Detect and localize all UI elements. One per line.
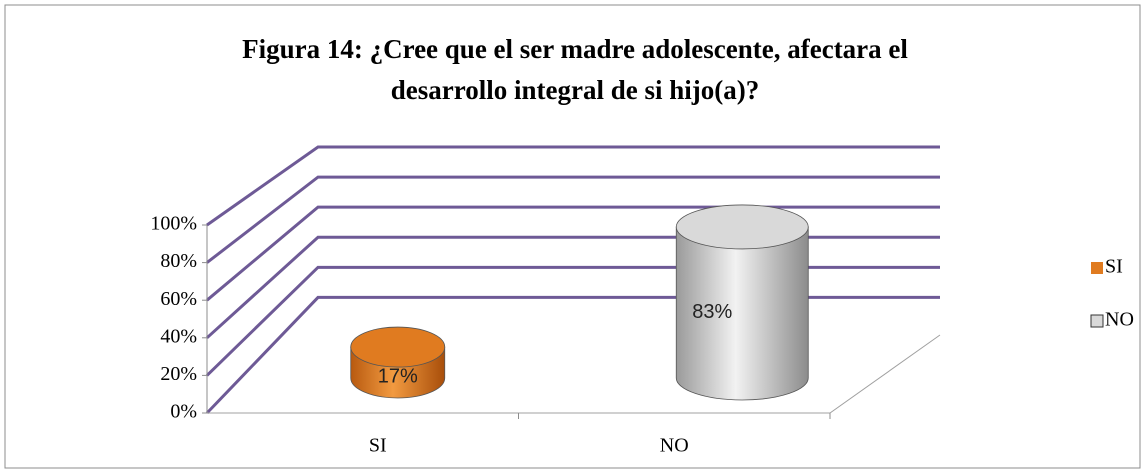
x-tick-label: NO [660,435,689,457]
chart-title: Figura 14: ¿Cree que el ser madre adoles… [242,34,908,64]
y-tick-label: 20% [160,363,197,385]
bar-top [675,204,809,250]
legend-label: SI [1105,256,1123,278]
y-tick-label: 40% [160,325,197,347]
bar-top [350,326,446,368]
legend-swatch [1091,262,1103,274]
x-tick-label: SI [369,435,387,457]
data-label: 83% [692,301,732,323]
data-label: 17% [378,365,418,387]
y-tick-label: 0% [170,401,197,423]
y-tick-label: 80% [160,250,197,272]
legend-label: NO [1105,309,1134,331]
grid-line [206,175,940,264]
legend-swatch [1090,314,1104,328]
y-tick-label: 60% [160,288,197,310]
chart-subtitle: desarrollo integral de si hijo(a)? [391,75,759,105]
grid-line [206,145,940,227]
bar [675,226,809,401]
y-tick-label: 100% [150,213,197,235]
